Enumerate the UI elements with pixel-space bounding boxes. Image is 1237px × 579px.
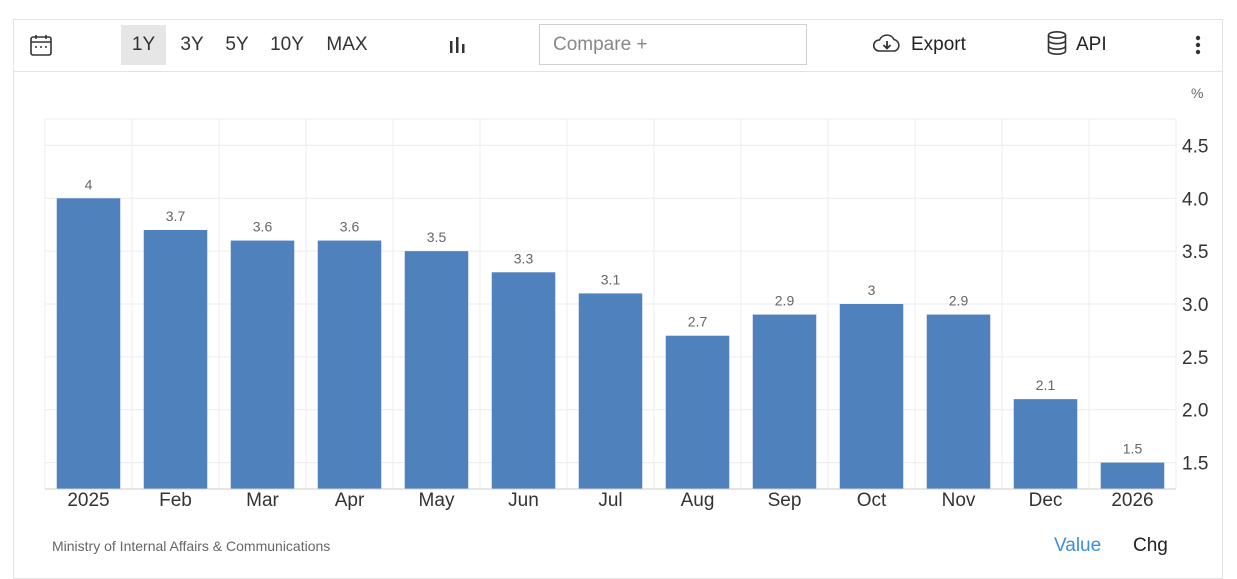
y-tick-label: 3.5 [1182,242,1208,263]
bar [839,304,904,489]
data-label: 3 [868,282,876,298]
x-tick-label: May [419,490,455,511]
bar-chart: 4 2025 3.7 Feb 3.6 Mar 3.6 Apr 3.5 May 3.3 Jun 3.1 Ju… [44,118,1208,511]
compare-input[interactable] [539,24,807,65]
value-tab[interactable]: Value [1054,535,1102,556]
range-1y-button[interactable]: 1Y [121,25,166,65]
bar [230,240,295,489]
bar [752,314,817,489]
y-tick-label: 4.5 [1182,136,1208,157]
api-label: API [1076,34,1107,55]
bar [665,335,730,489]
source-label: Ministry of Internal Affairs & Communica… [52,538,331,554]
x-tick-label: 2025 [67,490,109,511]
x-tick-label: Jun [508,490,539,511]
x-tick-label: Oct [857,490,887,511]
data-label: 2.9 [949,293,969,309]
y-tick-label: 2.5 [1182,348,1208,369]
data-label: 3.6 [253,219,273,235]
range-max-button[interactable]: MAX [326,34,368,55]
data-label: 3.1 [601,271,621,287]
data-label: 4 [85,176,93,192]
data-label: 3.5 [427,229,447,245]
x-tick-label: Mar [246,490,279,511]
export-label: Export [911,34,966,55]
unit-label: % [1191,85,1204,101]
api-button[interactable]: API [1046,30,1107,61]
data-label: 3.3 [514,250,534,266]
bar [1013,399,1078,489]
bar [578,293,643,489]
x-tick-label: Dec [1029,490,1063,511]
y-tick-label: 1.5 [1182,454,1208,475]
x-tick-label: Aug [681,490,715,511]
data-label: 1.5 [1123,441,1143,457]
cloud-download-icon [871,32,903,59]
calendar-icon[interactable] [27,31,55,59]
x-tick-label: Nov [942,490,976,511]
x-tick-label: Sep [768,490,802,511]
database-icon [1046,30,1068,61]
range-3y-button[interactable]: 3Y [180,34,204,55]
vertical-dots-icon[interactable] [1188,33,1208,57]
toolbar: 1Y 3Y 5Y 10Y MAX Export [13,19,1223,72]
x-tick-label: Apr [335,490,365,511]
x-tick-label: Feb [159,490,192,511]
data-label: 2.9 [775,293,795,309]
x-tick-label: 2026 [1111,490,1153,511]
x-tick-label: Jul [598,490,622,511]
data-label: 3.6 [340,219,360,235]
range-10y-button[interactable]: 10Y [270,34,304,55]
bar [143,230,208,489]
chg-tab[interactable]: Chg [1133,535,1168,556]
bar [491,272,556,489]
y-tick-label: 2.0 [1182,401,1208,422]
data-label: 3.7 [166,208,186,224]
range-5y-button[interactable]: 5Y [225,34,249,55]
bar-chart-icon[interactable] [445,33,469,57]
bar [1100,462,1165,489]
bar [56,198,121,490]
export-button[interactable]: Export [871,31,966,59]
bar [926,314,991,489]
bar [317,240,382,489]
data-label: 2.7 [688,314,708,330]
data-label: 2.1 [1036,377,1056,393]
y-tick-label: 4.0 [1182,189,1208,210]
bar [404,251,469,489]
y-tick-label: 3.0 [1182,295,1208,316]
